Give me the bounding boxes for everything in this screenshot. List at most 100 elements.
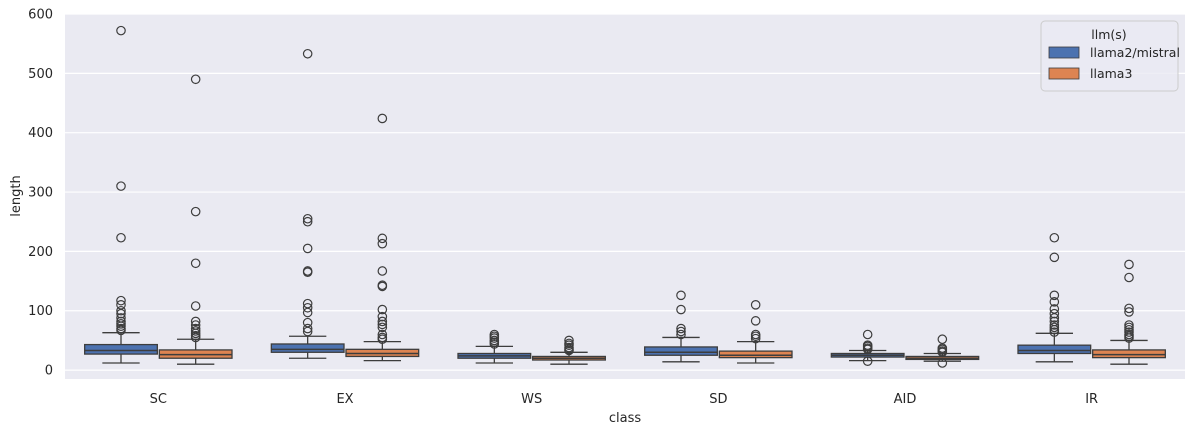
outlier-point <box>1124 320 1134 330</box>
x-tick-label: WS <box>521 392 542 407</box>
box-SD-llama2/mistral <box>644 290 718 363</box>
box-IR-llama3 <box>1092 259 1166 365</box>
box-SC-llama2/mistral <box>84 25 158 364</box>
box-SC-llama3 <box>158 74 233 365</box>
outlier-point <box>750 300 761 310</box>
outlier-point <box>1049 232 1060 243</box>
y-tick-label: 400 <box>28 126 53 141</box>
x-tick-label: IR <box>1085 392 1098 407</box>
outlier-point <box>302 307 313 318</box>
box-iqr <box>1092 349 1166 359</box>
outlier-point <box>377 329 388 340</box>
outlier-point <box>1049 320 1060 330</box>
x-axis-label: class <box>609 411 641 426</box>
outlier-point <box>564 345 574 356</box>
outlier-point <box>190 301 201 311</box>
outlier-point <box>377 266 388 276</box>
outlier-point <box>116 308 126 319</box>
outlier-point <box>377 281 388 292</box>
outlier-point <box>1049 313 1060 323</box>
box-iqr <box>718 350 793 359</box>
outlier-point <box>116 25 126 36</box>
plot-area <box>65 14 1185 379</box>
outlier-point <box>1049 297 1060 307</box>
outlier-point <box>190 326 201 336</box>
outlier-point <box>302 216 313 227</box>
outlier-point <box>1049 252 1060 263</box>
outlier-point <box>1049 308 1060 319</box>
outlier-point <box>1049 324 1060 335</box>
outlier-point <box>750 316 761 326</box>
legend-title: llm(s) <box>1091 27 1126 42</box>
box-AID-llama2/mistral <box>830 329 905 366</box>
outlier-point <box>676 329 686 340</box>
outlier-point <box>302 323 313 334</box>
outlier-point <box>190 332 201 343</box>
outlier-point <box>302 267 313 277</box>
outlier-point <box>302 326 313 337</box>
outlier-point <box>676 326 686 337</box>
outlier-point <box>377 319 388 330</box>
outlier-point <box>190 74 201 85</box>
outlier-point <box>750 333 761 344</box>
y-tick-labels: 0 100 200 300 400 500 600 <box>28 8 53 379</box>
box-EX-llama2/mistral <box>270 48 345 359</box>
outlier-point <box>302 213 313 224</box>
box-SD-llama3 <box>718 300 793 364</box>
y-tick-label: 0 <box>45 364 53 379</box>
outlier-point <box>377 322 388 333</box>
box-IR-llama2/mistral <box>1017 232 1092 363</box>
outlier-point <box>750 331 761 342</box>
box-EX-llama3 <box>345 113 420 362</box>
outlier-point <box>377 233 388 244</box>
box-iqr <box>1017 344 1092 355</box>
box-WS-llama3 <box>532 335 606 365</box>
outlier-point <box>862 344 873 355</box>
outlier-point <box>377 311 388 322</box>
outlier-point <box>1049 322 1060 333</box>
outlier-point <box>1124 259 1134 270</box>
x-tick-label: AID <box>894 392 917 407</box>
y-tick-label: 200 <box>28 245 53 260</box>
outlier-point <box>1049 290 1060 301</box>
outlier-point <box>564 340 574 350</box>
outlier-point <box>1124 303 1134 314</box>
outlier-point <box>116 305 126 316</box>
outlier-point <box>302 243 313 254</box>
y-axis-label: length <box>9 175 24 216</box>
outlier-point <box>190 258 201 269</box>
outlier-point <box>377 334 388 345</box>
outlier-point <box>190 316 201 327</box>
outlier-point <box>1124 272 1134 283</box>
outlier-point <box>489 339 500 349</box>
legend-label-llama3: llama3 <box>1090 66 1132 81</box>
y-tick-label: 500 <box>28 67 53 82</box>
legend: llm(s) llama2/mistral llama3 <box>1040 20 1180 92</box>
legend-swatch-llama2-mistral <box>1048 46 1080 59</box>
outlier-point <box>862 329 873 340</box>
x-tick-labels: SC EX WS SD AID IR <box>150 392 1098 407</box>
outlier-point <box>676 290 686 301</box>
x-tick-label: EX <box>336 392 353 407</box>
outlier-point <box>937 358 948 368</box>
x-tick-label: SC <box>150 392 167 407</box>
outlier-point <box>1124 333 1134 343</box>
box-WS-llama2/mistral <box>457 329 532 364</box>
outlier-point <box>302 48 313 59</box>
y-tick-label: 600 <box>28 8 53 23</box>
outlier-point <box>377 238 388 249</box>
boxes <box>84 25 1166 368</box>
outlier-point <box>377 304 388 315</box>
x-tick-label: SD <box>709 392 727 407</box>
outlier-point <box>676 323 686 334</box>
outlier-point <box>116 321 126 331</box>
outlier-point <box>377 316 388 327</box>
legend-label-llama2-mistral: llama2/mistral <box>1090 45 1180 60</box>
outlier-point <box>937 347 948 358</box>
outlier-point <box>116 325 126 336</box>
outlier-point <box>302 302 313 313</box>
outlier-point <box>862 356 873 366</box>
outlier-point <box>1049 327 1060 337</box>
box-AID-llama3 <box>905 334 980 368</box>
